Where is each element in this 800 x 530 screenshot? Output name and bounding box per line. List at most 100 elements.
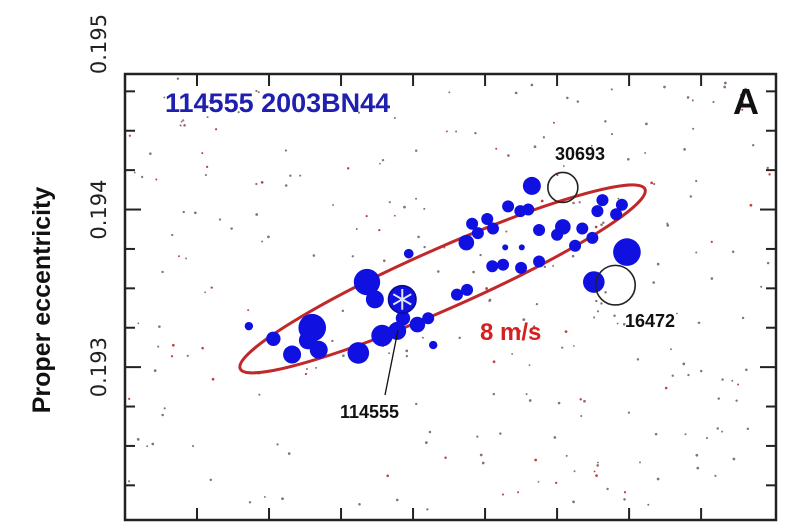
background-dot [501,493,505,496]
background-dot [204,291,207,294]
background-dot [561,346,564,349]
background-dot [492,360,496,364]
background-dot [639,461,641,464]
background-dot [204,173,207,177]
background-dot [723,85,727,89]
background-dot [284,149,287,152]
background-dot [616,322,619,325]
background-dot [263,495,266,498]
background-dot [652,281,655,284]
background-dot [663,85,666,89]
member-point [422,312,435,325]
background-dot [596,310,600,313]
background-dot [610,88,613,91]
background-dot [136,438,140,441]
background-dot [428,430,432,434]
member-point [486,260,499,273]
y-tick-labels: 0.195 0.194 0.193 [87,14,111,397]
background-dot [737,383,740,386]
background-dot [455,130,458,133]
background-dot [595,299,598,303]
background-dot [128,397,131,400]
background-dot [535,302,539,306]
background-dot [735,399,738,402]
background-dot [151,442,155,446]
member-point [533,255,546,268]
background-dot [146,445,149,448]
background-dot [689,195,693,198]
background-dot [533,145,537,149]
background-dot [573,470,576,473]
background-dot [289,174,292,177]
background-dot [686,96,690,99]
background-dot [511,353,514,355]
background-dot [564,330,568,334]
background-dot [214,128,218,131]
background-dot [579,398,582,401]
background-dot [423,245,426,249]
member-point [502,200,515,213]
background-dot [664,386,668,390]
background-dot [178,255,180,258]
member-point [395,311,411,326]
background-dot [636,358,640,361]
member-point [515,261,528,274]
background-dot [540,199,544,203]
background-dot [543,265,547,269]
background-dot [647,503,650,506]
background-dot [287,452,291,455]
background-dot [695,179,698,183]
background-dot [572,201,575,205]
background-dot [281,497,284,501]
member-point [403,248,414,259]
background-dot [746,427,750,431]
background-dot [613,314,616,318]
member-point [522,203,535,216]
interloper-label-30693: 30693 [555,144,605,164]
background-dot [572,500,575,504]
background-dot [596,464,600,467]
background-dot [696,466,700,470]
member-point [371,324,393,347]
member-point [613,238,641,266]
member-point [466,217,479,230]
background-dot [695,453,699,457]
background-dot [528,399,532,402]
plot-frame [123,72,778,522]
background-dot [695,251,698,254]
background-dot [488,298,492,302]
background-dot [208,99,211,102]
member-point [458,234,475,251]
background-dot [209,478,213,482]
background-dot [593,316,596,319]
background-dot [182,210,185,214]
background-dot [381,158,385,162]
background-dot [137,322,140,325]
background-dot [388,352,391,355]
background-dot [583,399,586,403]
background-dot [128,134,131,137]
background-dot [163,407,166,410]
member-point [461,283,474,296]
background-dot [172,343,175,347]
background-dot [669,348,672,351]
member-point [486,222,499,235]
background-dot [731,250,735,254]
member-point [353,268,381,296]
background-dot [284,184,288,187]
parent-label: 114555 [340,402,399,422]
background-dot [382,259,386,263]
background-dot [133,171,136,174]
background-dot [331,339,334,343]
background-dot [257,91,260,94]
background-dot [255,213,259,216]
background-dot [437,270,440,273]
background-asteroid-dots [127,77,771,511]
background-dot [705,436,709,440]
background-dot [528,364,531,367]
background-dot [153,369,157,372]
y-tick-label: 0.194 [87,179,111,239]
background-dot [572,345,575,347]
background-dot [553,436,557,439]
background-dot [388,201,391,204]
